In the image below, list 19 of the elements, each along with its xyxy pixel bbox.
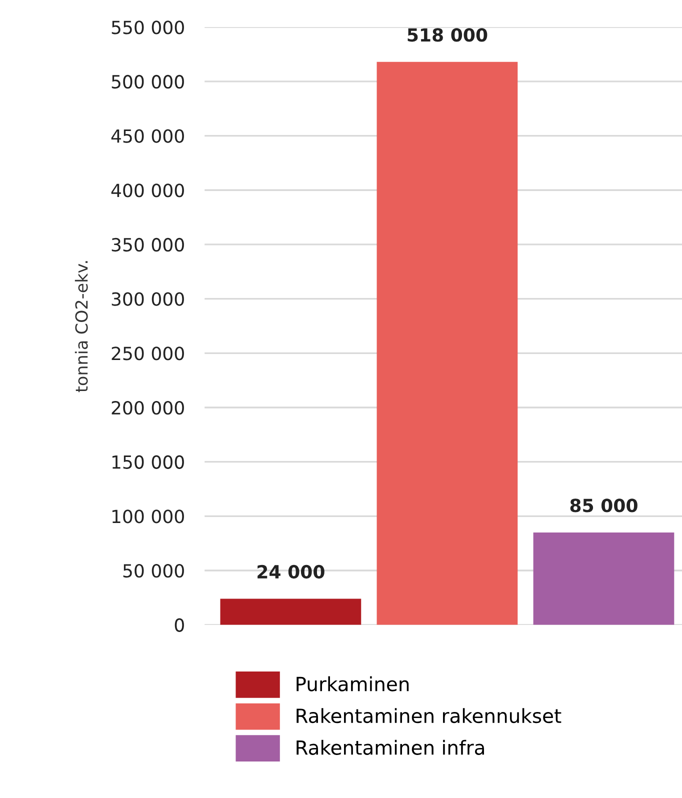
data-label: 24 000 (258, 564, 324, 579)
data-label: 518 000 (408, 28, 488, 42)
data-label: 85 000 (570, 498, 638, 512)
legend-label: Rakentaminen rakennukset (296, 708, 562, 724)
y-tick-label: 350 000 (112, 238, 184, 252)
y-tick-label: 0 (174, 618, 184, 632)
legend-label: Purkaminen (296, 676, 409, 692)
y-tick-label: 250 000 (112, 346, 184, 360)
y-tick-label: 450 000 (111, 129, 184, 143)
legend-label: Rakentaminen infra (296, 740, 484, 755)
y-tick-label: 500 000 (112, 74, 184, 89)
y-tick-label: 400 000 (111, 184, 184, 198)
y-tick-label: 100 000 (112, 510, 184, 524)
y-tick-label: 200 000 (112, 400, 184, 415)
y-tick-label: 550 000 (112, 20, 184, 34)
y-tick-label: 150 000 (112, 455, 184, 469)
y-tick-label: 50 000 (123, 564, 184, 578)
y-axis-title: tonnia CO2-ekv. (74, 261, 88, 392)
y-tick-label: 300 000 (112, 292, 184, 306)
